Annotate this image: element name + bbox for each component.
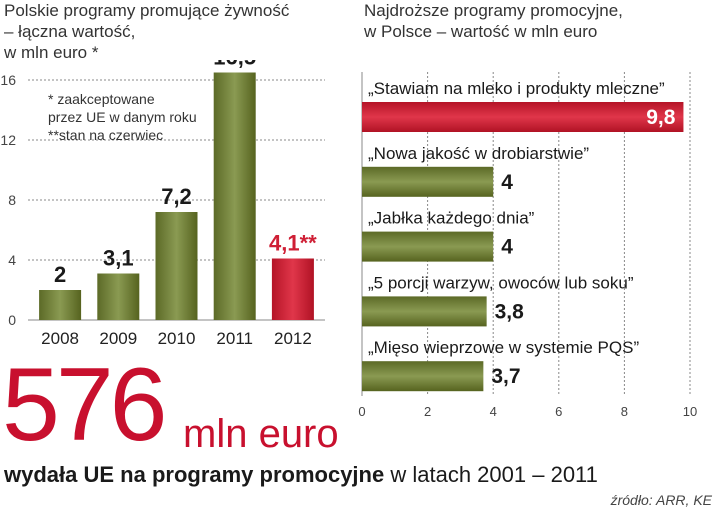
left-bar-2012 — [271, 258, 314, 320]
footnote-line-1: * zaakceptowane — [48, 91, 155, 107]
right-bar-2 — [362, 231, 494, 262]
left-title-line-2: – łączna wartość, — [4, 22, 136, 41]
right-x-tick-label: 0 — [358, 404, 365, 419]
right-bar-value-label: 9,8 — [646, 106, 676, 129]
footnote-line-3: **stan na czerwiec — [48, 127, 164, 143]
right-bar-value-label: 3,8 — [495, 300, 525, 323]
left-bar-value-label: 2 — [54, 262, 66, 287]
right-title-line-2: w Polsce – wartość w mln euro — [364, 22, 598, 41]
left-x-tick-label: 2010 — [158, 329, 196, 348]
right-bar-value-label: 4 — [501, 236, 513, 259]
right-title-line-1: Najdroższe programy promocyjne, — [364, 1, 623, 20]
left-chart-title: Polskie programy promujące żywność – łąc… — [4, 0, 334, 63]
left-x-tick-label: 2011 — [216, 329, 253, 348]
left-x-tick-label: 2008 — [41, 329, 79, 348]
right-bar-1 — [362, 166, 494, 197]
right-x-tick-label: 6 — [555, 404, 562, 419]
right-x-tick-label: 2 — [424, 404, 431, 419]
left-y-tick-label: 12 — [0, 132, 16, 148]
left-bar-2011 — [213, 72, 256, 320]
right-bar-category-label: „Stawiam na mleko i produkty mleczne” — [368, 79, 665, 98]
right-x-tick-label: 10 — [683, 404, 697, 419]
right-x-tick-label: 8 — [621, 404, 628, 419]
right-bar-category-label: „Nowa jakość w drobiarstwie” — [368, 144, 589, 163]
left-bar-2010 — [155, 212, 198, 320]
left-y-tick-label: 16 — [0, 72, 16, 88]
footer-rest: w latach 2001 – 2011 — [390, 462, 598, 487]
left-title-line-3: w mln euro * — [4, 43, 99, 62]
left-bar-value-label: 16,5 — [213, 60, 256, 70]
left-bar-value-label: 4,1** — [269, 231, 317, 256]
footnote-line-2: przez UE w danym roku — [48, 109, 197, 125]
source-note: źródło: ARR, KE — [610, 492, 712, 508]
left-bar-chart: 0 4 8 12 16 2 2008 3,1 2009 7,2 2010 16,5 2011 4,1** 2… — [0, 60, 325, 348]
right-bar-category-label: „Jabłka każdego dnia” — [368, 209, 535, 228]
right-bar-chart: 0 2 4 6 8 10 „Stawiam na mleko i produkty mlec… — [358, 72, 697, 419]
right-bar-0 — [362, 102, 684, 132]
left-bar-2008 — [39, 290, 82, 320]
right-chart-title: Najdroższe programy promocyjne, w Polsce… — [364, 0, 714, 42]
big-number: 576 — [2, 347, 168, 463]
left-bar-2009 — [97, 273, 140, 320]
left-x-tick-label: 2012 — [274, 329, 312, 348]
right-bar-category-label: „Mięso wieprzowe w systemie PQS” — [368, 338, 639, 357]
left-y-tick-label: 4 — [8, 252, 16, 268]
right-bar-value-label: 4 — [501, 171, 513, 194]
left-bar-value-label: 7,2 — [161, 184, 192, 209]
left-y-tick-label: 8 — [8, 192, 16, 208]
left-bar-value-label: 3,1 — [103, 246, 134, 271]
left-y-tick-label: 0 — [8, 312, 16, 328]
right-bar-value-label: 3,7 — [491, 365, 520, 388]
right-bar-3 — [362, 296, 487, 327]
left-x-tick-label: 2009 — [99, 329, 137, 348]
big-unit: mln euro — [183, 412, 339, 456]
left-title-line-1: Polskie programy promujące żywność — [4, 1, 290, 20]
footer-line: wydała UE na programy promocyjne w latac… — [4, 462, 598, 488]
left-chart-footnote: * zaakceptowane przez UE w danym roku **… — [48, 90, 197, 144]
right-x-tick-label: 4 — [490, 404, 497, 419]
right-bar-4 — [362, 361, 484, 392]
footer-bold: wydała UE na programy promocyjne — [4, 462, 385, 487]
right-bar-category-label: „5 porcji warzyw, owoców lub soku” — [368, 273, 634, 292]
